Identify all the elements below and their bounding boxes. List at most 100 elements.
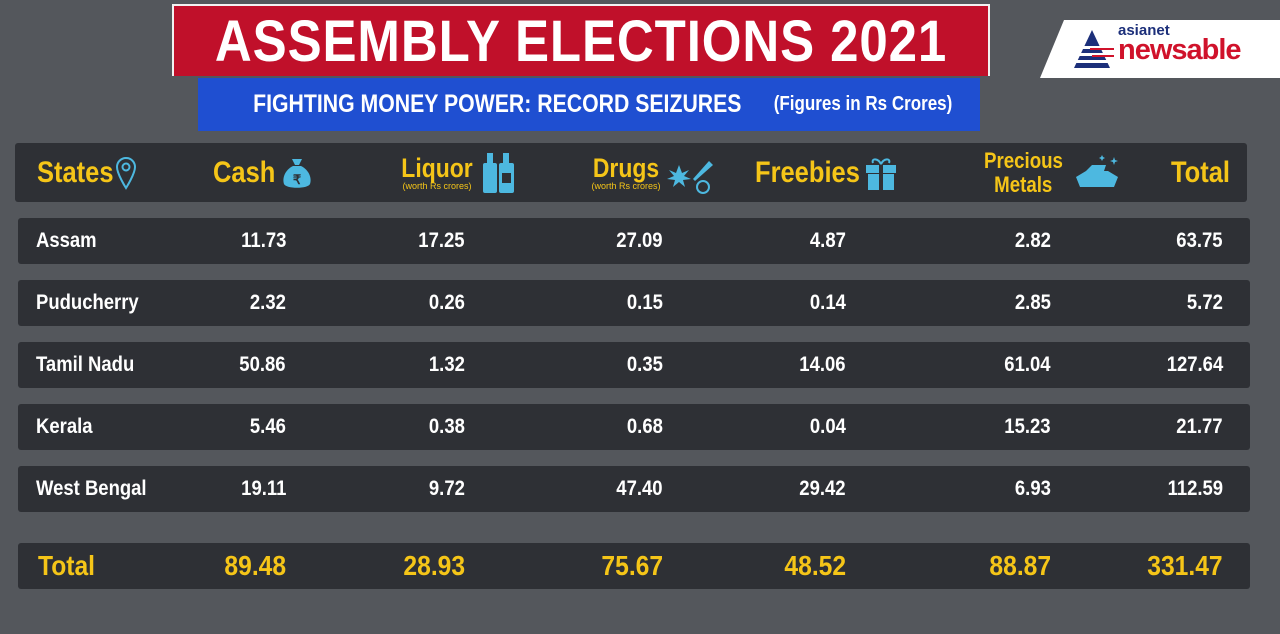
col-label: States xyxy=(37,155,114,189)
logo-text-top: asianet xyxy=(1118,22,1170,39)
value-cell: 5.46 xyxy=(146,404,286,450)
col-header-freebies: Freebies xyxy=(755,143,898,202)
value-label: 48.52 xyxy=(784,550,846,581)
value-label: 29.42 xyxy=(799,477,846,500)
logo-mark-icon xyxy=(1070,30,1114,68)
value-label: 5.46 xyxy=(250,415,286,438)
table-row: Tamil Nadu 50.86 1.32 0.35 14.06 61.04 127.64 xyxy=(18,342,1250,388)
value-label: 63.75 xyxy=(1176,229,1223,252)
value-cell: 0.04 xyxy=(706,404,846,450)
value-cell: 5.72 xyxy=(1083,280,1223,326)
state-label: Puducherry xyxy=(36,291,139,314)
subtitle-banner: FIGHTING MONEY POWER: RECORD SEIZURES (F… xyxy=(198,78,980,131)
value-label: 47.40 xyxy=(616,477,663,500)
value-cell: 4.87 xyxy=(706,218,846,264)
logo-text-bottom: newsable xyxy=(1118,34,1242,66)
subtitle: FIGHTING MONEY POWER: RECORD SEIZURES xyxy=(252,90,742,118)
col-header-liquor: Liquor (worth Rs crores) xyxy=(395,143,517,202)
value-cell: 0.68 xyxy=(523,404,663,450)
value-label: 14.06 xyxy=(799,353,846,376)
value-cell: 75.67 xyxy=(523,543,663,589)
table-row: West Bengal 19.11 9.72 47.40 29.42 6.93 112.59 xyxy=(18,466,1250,512)
value-cell: 0.14 xyxy=(706,280,846,326)
value-cell: 48.52 xyxy=(706,543,846,589)
state-name: Total xyxy=(38,543,103,589)
value-cell: 17.25 xyxy=(325,218,465,264)
value-cell: 28.93 xyxy=(325,543,465,589)
value-cell: 2.85 xyxy=(911,280,1051,326)
value-label: 89.48 xyxy=(224,550,286,581)
value-label: 0.04 xyxy=(810,415,846,438)
value-cell: 88.87 xyxy=(911,543,1051,589)
col-label: Drugs xyxy=(592,152,660,183)
value-label: 0.15 xyxy=(627,291,663,314)
value-label: 50.86 xyxy=(239,353,286,376)
value-cell: 2.32 xyxy=(146,280,286,326)
value-label: 75.67 xyxy=(601,550,663,581)
value-label: 15.23 xyxy=(1004,415,1051,438)
col-header-states: States xyxy=(37,143,137,202)
value-cell: 0.38 xyxy=(325,404,465,450)
table-row: Assam 11.73 17.25 27.09 4.87 2.82 63.75 xyxy=(18,218,1250,264)
value-cell: 0.15 xyxy=(523,280,663,326)
value-cell: 112.59 xyxy=(1083,466,1223,512)
gift-icon xyxy=(866,157,897,190)
table-row: Puducherry 2.32 0.26 0.15 0.14 2.85 5.72 xyxy=(18,280,1250,326)
map-pin-icon xyxy=(116,156,137,190)
col-label: Precious xyxy=(983,148,1063,174)
value-label: 88.87 xyxy=(989,550,1051,581)
page-title: ASSEMBLY ELECTIONS 2021 xyxy=(214,8,948,74)
value-label: 0.68 xyxy=(627,415,663,438)
value-label: 0.26 xyxy=(429,291,465,314)
value-cell: 50.86 xyxy=(146,342,286,388)
value-label: 28.93 xyxy=(403,550,465,581)
state-label: Kerala xyxy=(36,415,93,438)
value-cell: 331.47 xyxy=(1083,543,1223,589)
table-row: Kerala 5.46 0.38 0.68 0.04 15.23 21.77 xyxy=(18,404,1250,450)
col-header-cash: Cash ₹ xyxy=(213,143,314,202)
state-label: Total xyxy=(38,550,96,581)
value-label: 27.09 xyxy=(616,229,663,252)
value-cell: 19.11 xyxy=(146,466,286,512)
value-cell: 0.26 xyxy=(325,280,465,326)
value-cell: 9.72 xyxy=(325,466,465,512)
value-cell: 2.82 xyxy=(911,218,1051,264)
svg-text:₹: ₹ xyxy=(293,172,302,187)
value-label: 0.38 xyxy=(429,415,465,438)
table-header: States Cash ₹ Liquor (worth Rs crores) Dr… xyxy=(15,143,1247,202)
units-note: (Figures in Rs Crores) xyxy=(774,93,953,115)
value-label: 5.72 xyxy=(1187,291,1223,314)
value-cell: 29.42 xyxy=(706,466,846,512)
value-cell: 0.35 xyxy=(523,342,663,388)
title-banner: ASSEMBLY ELECTIONS 2021 xyxy=(172,4,990,76)
value-label: 331.47 xyxy=(1147,550,1223,581)
value-cell: 89.48 xyxy=(146,543,286,589)
col-header-total: Total xyxy=(1171,143,1240,202)
state-name: Assam xyxy=(36,218,105,264)
money-bag-icon: ₹ xyxy=(283,158,311,188)
value-label: 2.85 xyxy=(1015,291,1051,314)
value-label: 21.77 xyxy=(1176,415,1223,438)
value-cell: 21.77 xyxy=(1083,404,1223,450)
col-label-line2: Metals xyxy=(994,171,1053,197)
value-label: 4.87 xyxy=(810,229,846,252)
value-label: 0.14 xyxy=(810,291,846,314)
col-label: Freebies xyxy=(755,155,860,189)
col-note: (worth Rs crores) xyxy=(591,180,661,191)
asianet-newsable-logo: asianet newsable xyxy=(1040,20,1280,78)
gold-bars-icon xyxy=(1075,154,1118,187)
value-label: 1.32 xyxy=(429,353,465,376)
total-row: Total 89.48 28.93 75.67 48.52 88.87 331.47 xyxy=(18,543,1250,589)
value-label: 9.72 xyxy=(429,477,465,500)
state-label: Tamil Nadu xyxy=(36,353,135,376)
value-label: 17.25 xyxy=(418,229,465,252)
value-cell: 127.64 xyxy=(1083,342,1223,388)
value-cell: 15.23 xyxy=(911,404,1051,450)
value-cell: 14.06 xyxy=(706,342,846,388)
state-name: Puducherry xyxy=(36,280,153,326)
state-name: Tamil Nadu xyxy=(36,342,148,388)
value-cell: 47.40 xyxy=(523,466,663,512)
state-name: West Bengal xyxy=(36,466,162,512)
col-header-precious-metals: Precious Metals xyxy=(977,143,1124,202)
state-name: Kerala xyxy=(36,404,100,450)
